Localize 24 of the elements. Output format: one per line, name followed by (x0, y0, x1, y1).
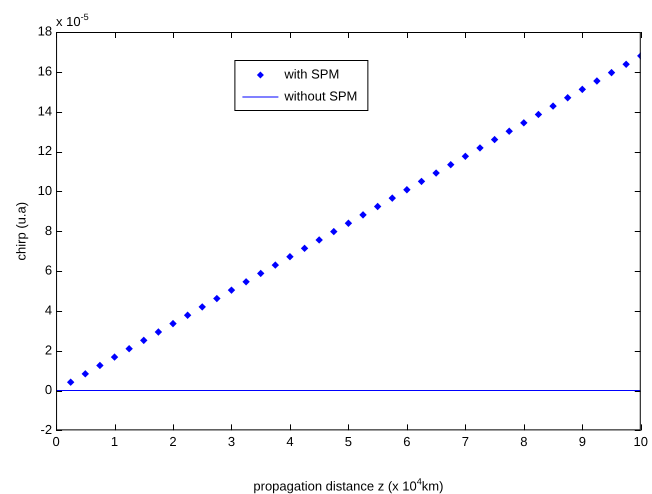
x-tick-label: 1 (110, 434, 118, 449)
x-tick-label: 5 (344, 434, 352, 449)
x-tick-label: 9 (578, 434, 586, 449)
y-tick-label: 4 (44, 302, 52, 318)
y-tick-label: 2 (44, 342, 52, 358)
x-tick-label: 4 (286, 434, 294, 449)
x-tick-label: 6 (403, 434, 411, 449)
y-tick-label: 0 (44, 382, 52, 398)
legend-label: with SPM (283, 66, 340, 82)
y-tick-label: 16 (38, 63, 52, 78)
y-tick-label: -2 (40, 422, 52, 437)
y-tick-label: 14 (38, 103, 52, 118)
y-tick-label: 10 (38, 182, 52, 198)
y-tick-label: 18 (38, 24, 52, 39)
y-axis-title: chirp (u.a) (13, 202, 28, 260)
x-tick-label: 7 (462, 434, 469, 449)
x-tick-label: 10 (634, 434, 648, 449)
legend-label: without SPM (283, 88, 358, 104)
y-tick-label: 12 (38, 143, 52, 158)
x-tick-label: 2 (169, 434, 177, 449)
y-tick-label: 6 (44, 262, 52, 278)
y-tick-label: 8 (44, 222, 52, 238)
x-tick-label: 3 (228, 434, 236, 449)
x-tick-label: 8 (520, 434, 528, 449)
